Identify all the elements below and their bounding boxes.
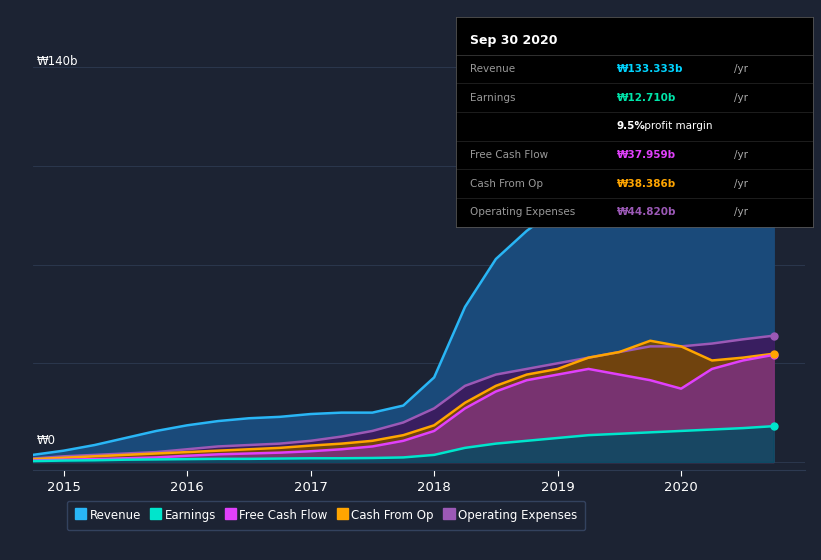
Text: Sep 30 2020: Sep 30 2020 bbox=[470, 34, 557, 46]
Text: Operating Expenses: Operating Expenses bbox=[470, 207, 576, 217]
Text: Free Cash Flow: Free Cash Flow bbox=[470, 150, 548, 160]
Text: /yr: /yr bbox=[734, 64, 748, 74]
Text: ₩0: ₩0 bbox=[37, 434, 56, 447]
Text: /yr: /yr bbox=[734, 207, 748, 217]
Text: /yr: /yr bbox=[734, 150, 748, 160]
Text: ₩38.386b: ₩38.386b bbox=[617, 179, 676, 189]
Text: /yr: /yr bbox=[734, 179, 748, 189]
Text: Earnings: Earnings bbox=[470, 92, 516, 102]
Text: ₩12.710b: ₩12.710b bbox=[617, 92, 676, 102]
Text: ₩44.820b: ₩44.820b bbox=[617, 207, 676, 217]
Text: Cash From Op: Cash From Op bbox=[470, 179, 543, 189]
Text: ₩140b: ₩140b bbox=[37, 55, 78, 68]
Legend: Revenue, Earnings, Free Cash Flow, Cash From Op, Operating Expenses: Revenue, Earnings, Free Cash Flow, Cash … bbox=[67, 501, 585, 530]
Text: ₩37.959b: ₩37.959b bbox=[617, 150, 676, 160]
Text: Revenue: Revenue bbox=[470, 64, 515, 74]
Text: 9.5%: 9.5% bbox=[617, 122, 645, 132]
Text: /yr: /yr bbox=[734, 92, 748, 102]
Text: profit margin: profit margin bbox=[641, 122, 713, 132]
Text: ₩133.333b: ₩133.333b bbox=[617, 64, 683, 74]
